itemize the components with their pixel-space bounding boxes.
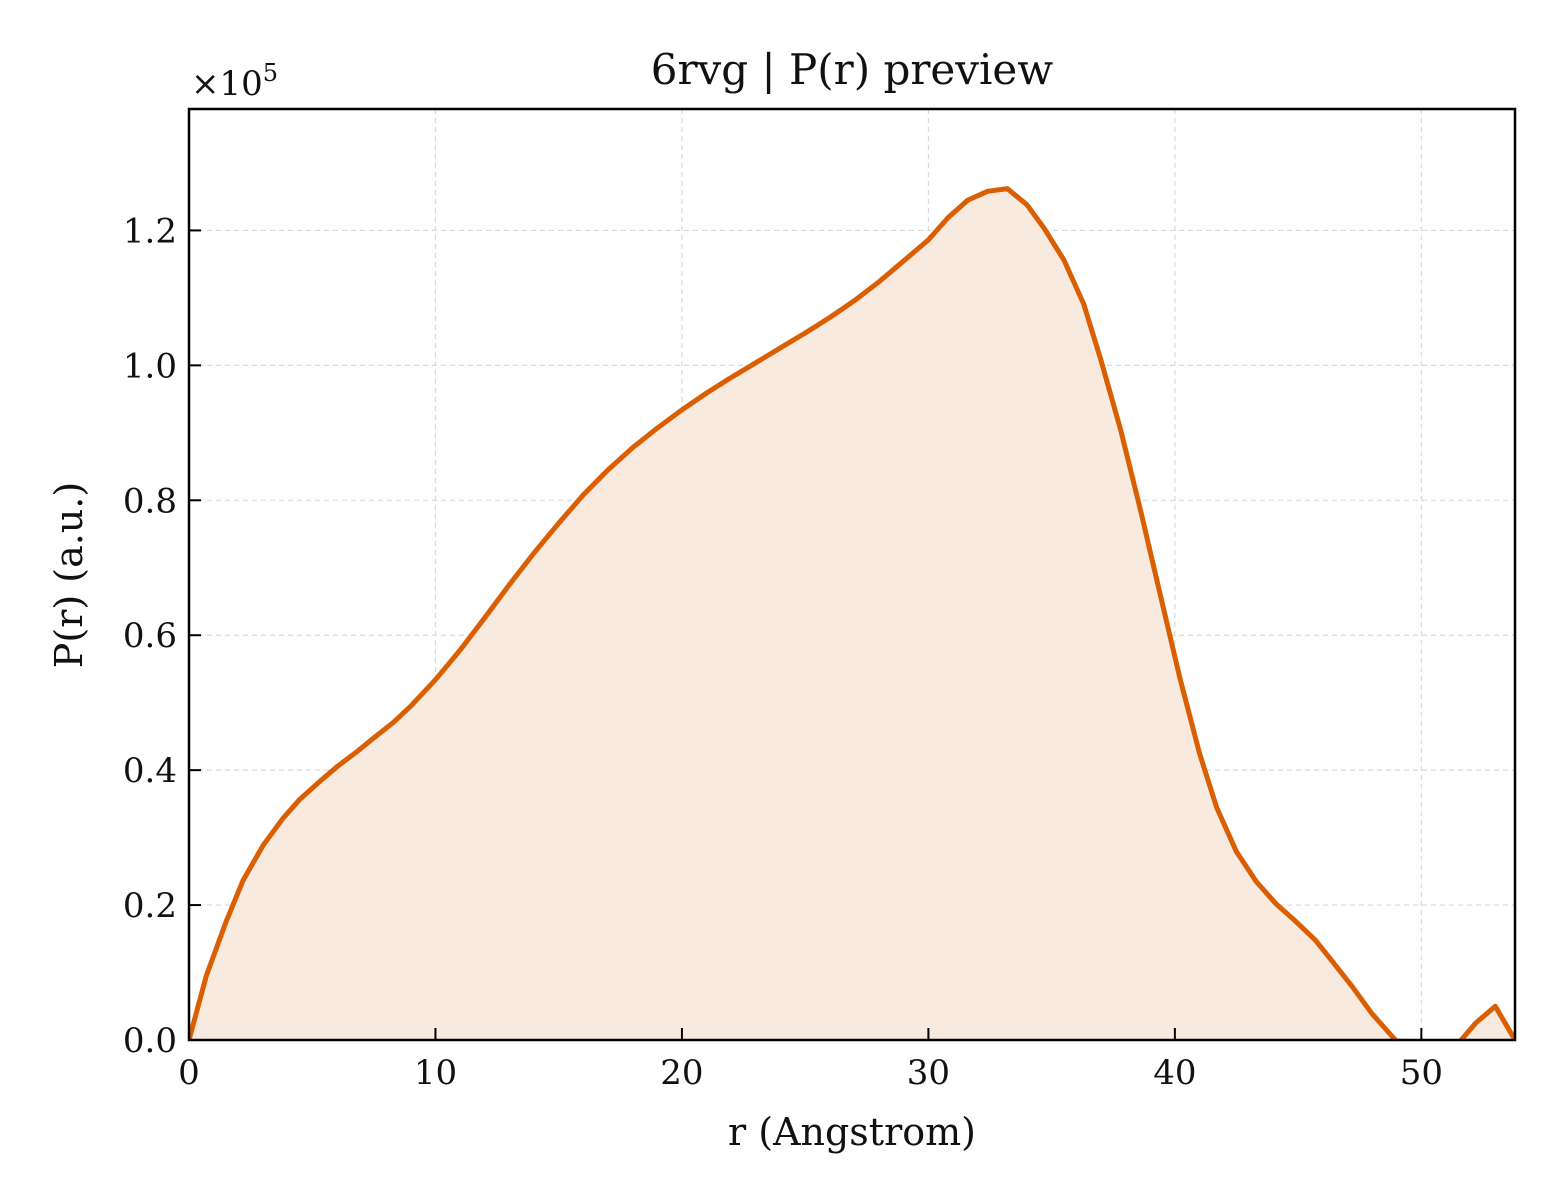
y-tick-label: 0.8 [123,481,177,521]
x-axis-title: r (Angstrom) [728,1110,976,1154]
x-tick-label: 50 [1400,1053,1443,1093]
y-tick-label: 0.6 [123,616,177,656]
x-tick-label: 40 [1153,1053,1196,1093]
y-tick-label: 0.2 [123,886,177,926]
series-line [189,186,1515,1040]
x-tick-label: 20 [660,1053,703,1093]
ticks: 0 10 20 30 40 50 0.0 0.2 0.4 0.6 0.8 1.0 1.2 [123,211,1443,1093]
x-tick-label: 30 [907,1053,950,1093]
area-fill [189,188,1515,1040]
y-tick-label: 0.0 [123,1021,177,1061]
y-tick-label: 1.2 [123,211,177,251]
y-tick-label: 1.0 [123,346,177,386]
x-tick-label: 0 [178,1053,200,1093]
y-axis-title: P(r) (a.u.) [47,482,91,668]
y-axis-multiplier: ×105 [191,59,278,104]
chart-title: 6rvg | P(r) preview [651,45,1054,94]
plot-frame [187,107,1517,1042]
y-tick-label: 0.4 [123,751,177,791]
x-tick-label: 10 [414,1053,457,1093]
